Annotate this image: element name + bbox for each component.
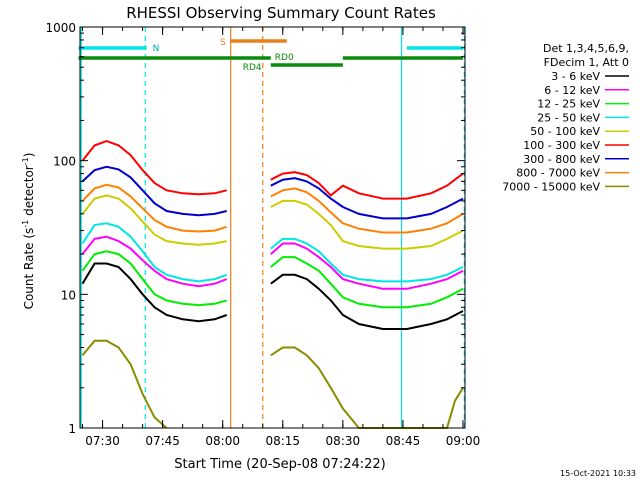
legend-label-5: 100 - 300 keV (523, 139, 600, 152)
legend-header-line-2: FDecim 1, Att 0 (544, 56, 629, 69)
legend-header-line-1: Det 1,3,4,5,6,9, (543, 42, 629, 55)
flag-label-n: N (153, 44, 160, 54)
series-line-8-0 (81, 339, 168, 429)
x-tick-label-0: 07:30 (85, 434, 120, 448)
series-line-0-0 (81, 262, 228, 323)
series-line-7-0 (81, 183, 228, 233)
y-tick-label-1: 10 (61, 288, 76, 302)
y-axis-label: Count Rate (s-1 detector-1) (21, 153, 36, 310)
x-tick-label-4: 08:30 (326, 434, 361, 448)
y-axis-label-end: ) (22, 153, 36, 158)
y-axis-label-sup1: -1 (21, 220, 30, 228)
flag-label-rd0: RD0 (275, 53, 294, 63)
series-line-7-1 (270, 187, 464, 234)
series-line-3-0 (81, 222, 228, 283)
legend-label-0: 3 - 6 keV (551, 70, 600, 83)
y-axis-label-sup2: -1 (21, 157, 30, 165)
x-tick-label-1: 07:45 (145, 434, 180, 448)
legend-header: Det 1,3,4,5,6,9, FDecim 1, Att 0 (543, 42, 629, 69)
y-tick-label-2: 100 (53, 155, 76, 169)
series-line-3-1 (270, 237, 464, 283)
y-tick-label-3: 1000 (45, 21, 76, 35)
legend-label-4: 50 - 100 keV (530, 125, 600, 138)
x-tick-label-5: 08:45 (386, 434, 421, 448)
legend-label-2: 12 - 25 keV (537, 98, 600, 111)
series-line-1-0 (81, 235, 228, 288)
legend-label-6: 300 - 800 keV (523, 153, 600, 166)
series-line-5-1 (270, 171, 464, 200)
series-line-4-1 (270, 199, 464, 250)
svg-text:Count Rate (s-1 detector-1): Count Rate (s-1 detector-1) (21, 153, 36, 310)
series-line-4-0 (81, 194, 227, 246)
y-axis-label-mid: detector (22, 165, 36, 220)
series-line-1-1 (270, 242, 464, 290)
flag-label-s: S (220, 38, 226, 48)
series-line-6-0 (81, 165, 227, 217)
y-tick-label-0: 1 (68, 422, 76, 436)
series-line-5-0 (81, 140, 227, 196)
plot-area: N S RD0 RD4 1 10 100 1000 07:30 07:45 08:00 08:15 08… (45, 21, 480, 448)
x-tick-label-3: 08:15 (265, 434, 300, 448)
flag-label-rd4: RD4 (243, 63, 262, 73)
legend-label-7: 800 - 7000 keV (516, 167, 600, 180)
timestamp: 15-Oct-2021 10:33 (560, 469, 636, 478)
legend-label-1: 6 - 12 keV (544, 84, 600, 97)
series-line-2-0 (81, 250, 227, 307)
x-tick-label-2: 08:00 (205, 434, 240, 448)
series-line-2-1 (270, 256, 464, 309)
chart-title: RHESSI Observing Summary Count Rates (126, 4, 436, 22)
legend-label-3: 25 - 50 keV (537, 111, 600, 124)
series-line-8-1 (270, 346, 464, 429)
series-line-6-1 (270, 177, 464, 220)
plot-frame (79, 26, 466, 429)
series-line-0-1 (270, 273, 464, 330)
x-tick-label-6: 09:00 (446, 434, 481, 448)
y-axis-label-main: Count Rate (s (22, 228, 36, 310)
legend-label-8: 7000 - 15000 keV (502, 180, 600, 193)
x-axis-label: Start Time (20-Sep-08 07:24:22) (174, 457, 385, 472)
